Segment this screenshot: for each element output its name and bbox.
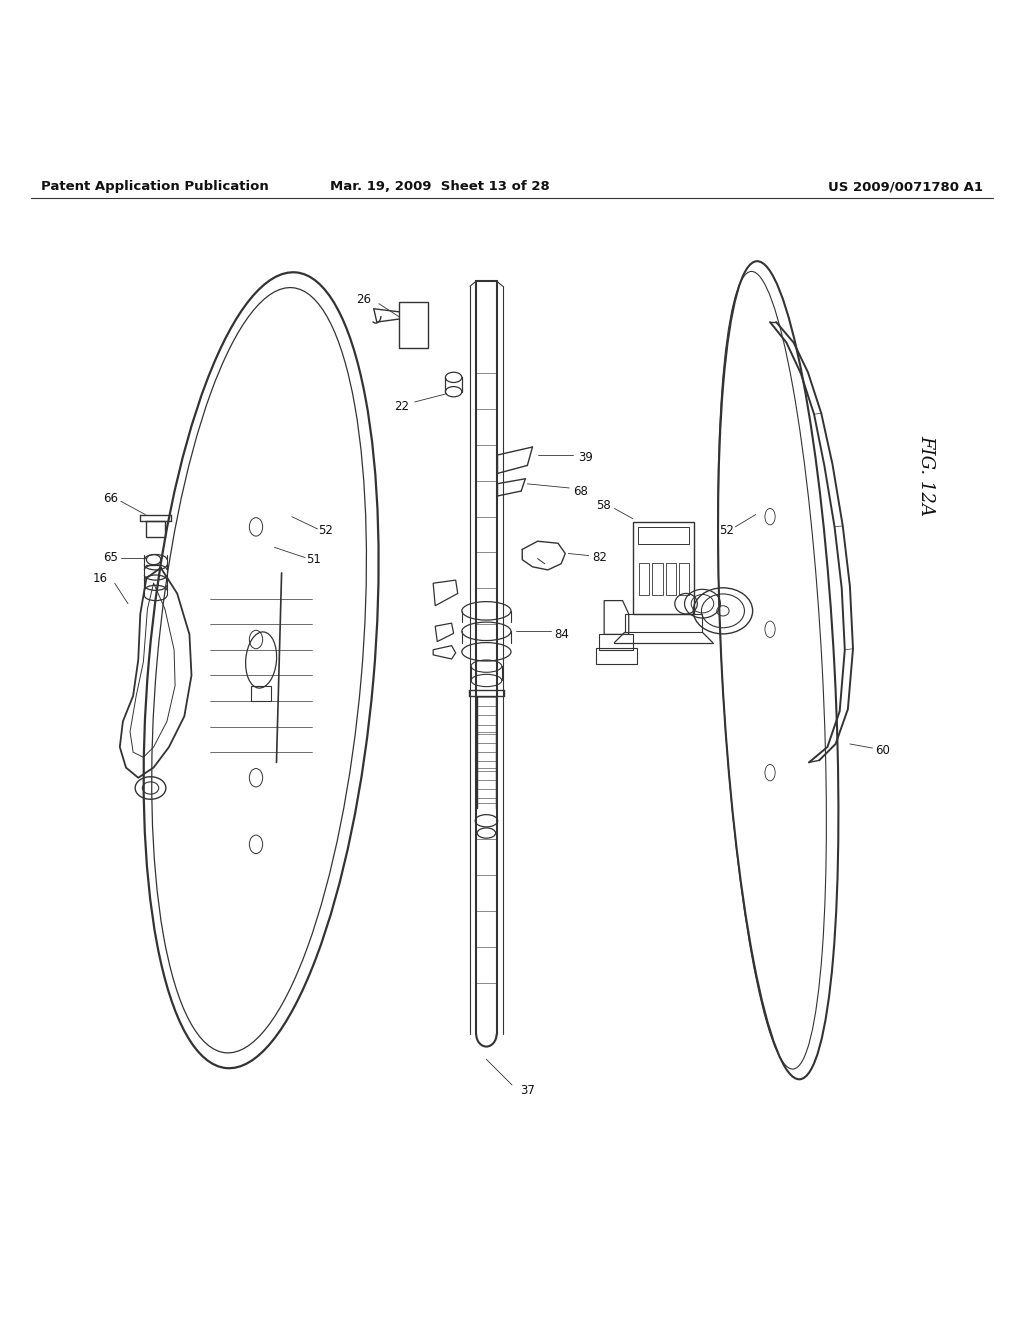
- Text: 26: 26: [356, 293, 371, 306]
- Text: 82: 82: [593, 552, 607, 564]
- Text: 22: 22: [394, 400, 409, 413]
- Text: Patent Application Publication: Patent Application Publication: [41, 181, 268, 194]
- Text: US 2009/0071780 A1: US 2009/0071780 A1: [828, 181, 983, 194]
- Text: FIG. 12A: FIG. 12A: [918, 436, 936, 516]
- Text: 51: 51: [306, 553, 321, 566]
- Text: 84: 84: [555, 628, 569, 642]
- Text: Mar. 19, 2009  Sheet 13 of 28: Mar. 19, 2009 Sheet 13 of 28: [331, 181, 550, 194]
- Text: 68: 68: [573, 484, 588, 498]
- Text: 60: 60: [876, 743, 890, 756]
- Text: 58: 58: [596, 499, 610, 512]
- Text: 65: 65: [103, 552, 118, 564]
- Text: 37: 37: [520, 1084, 535, 1097]
- Text: 52: 52: [318, 524, 333, 537]
- Text: 52: 52: [720, 524, 734, 537]
- Text: 16: 16: [93, 572, 108, 585]
- Text: 39: 39: [579, 450, 593, 463]
- Text: 66: 66: [103, 492, 118, 504]
